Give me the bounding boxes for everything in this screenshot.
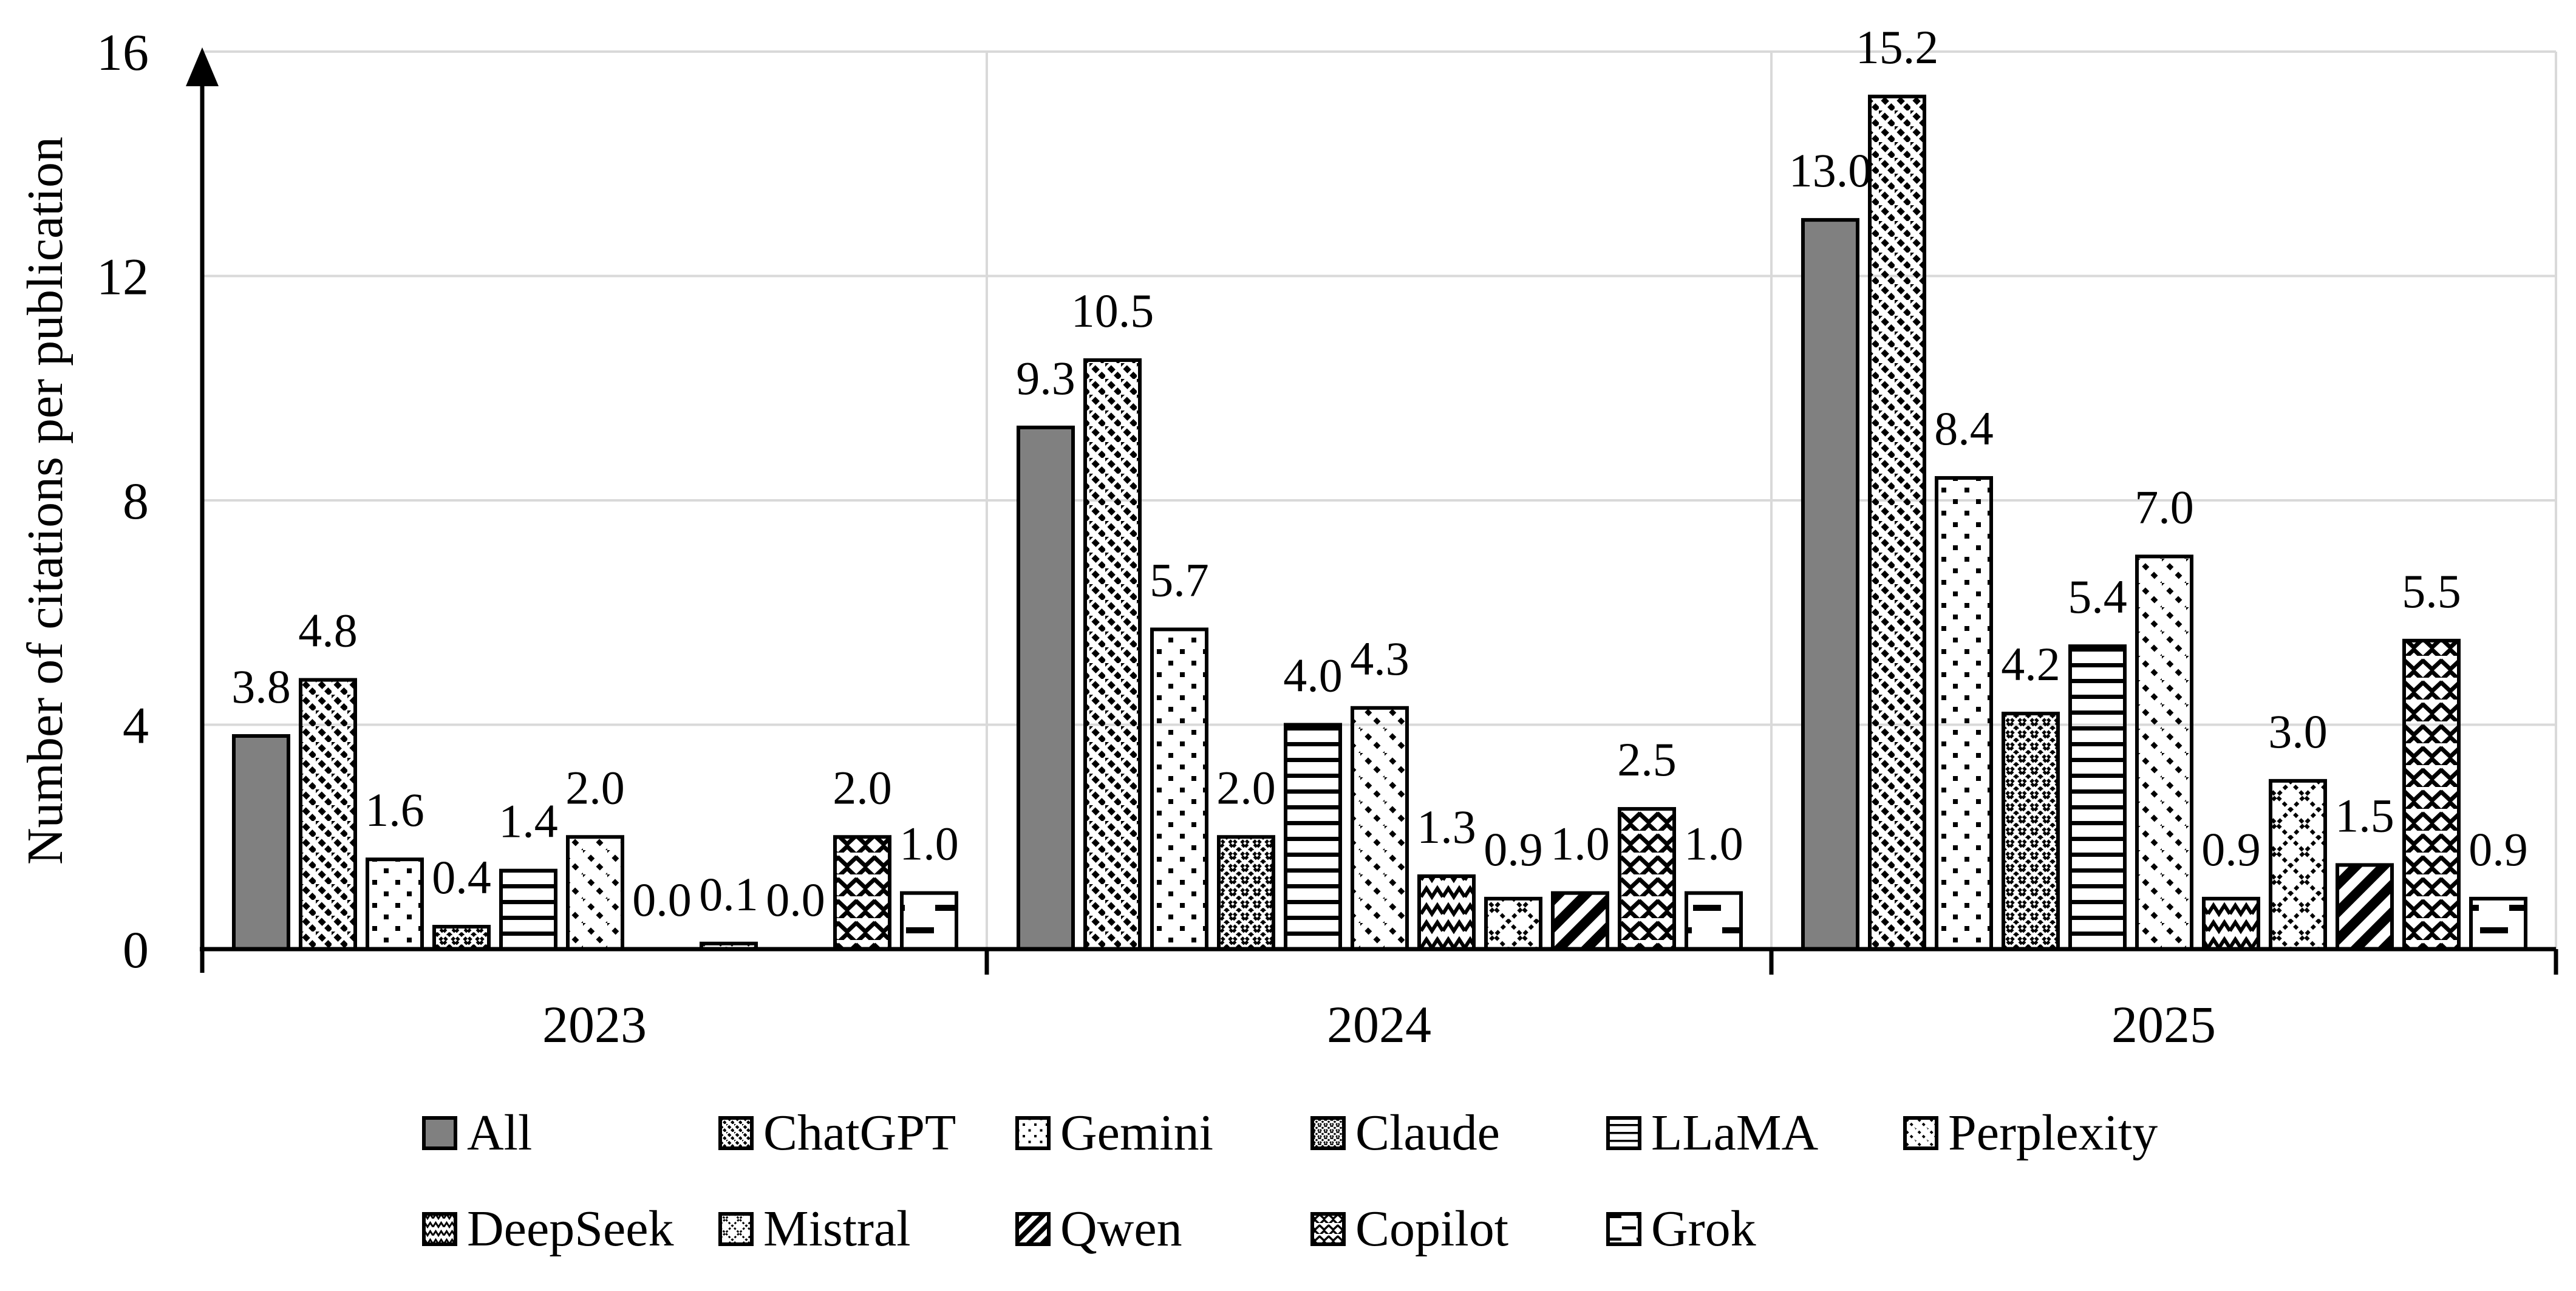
- axis-text: 3.8 9.3 13.0 4.8 10.5 15.2 1.6 5.7 8.4 0.4 2.0 4.2 1…: [97, 21, 2528, 1054]
- value-label-gemini-2024: 5.7: [1150, 553, 1209, 606]
- y-tick-label-12: 12: [97, 248, 149, 306]
- value-label-perplexity-2025: 7.0: [2135, 480, 2194, 533]
- value-label-all-2024: 9.3: [1016, 352, 1075, 404]
- bar-perplexity-2023: [566, 835, 624, 951]
- bar-gemini-2023: [366, 857, 424, 951]
- bar-grok-2025: [2469, 896, 2527, 952]
- bar-chatgpt-2024: [1083, 358, 1142, 951]
- value-label-qwen-2023: 0.0: [766, 873, 825, 926]
- value-label-mistral-2024: 0.9: [1484, 823, 1543, 876]
- value-label-mistral-2023: 0.1: [699, 868, 758, 921]
- y-tick-label-0: 0: [123, 921, 149, 979]
- y-axis-arrow-icon: [186, 47, 219, 86]
- bar-chatgpt-2025: [1868, 94, 1926, 951]
- bar-gemini-2024: [1150, 627, 1208, 951]
- value-label-perplexity-2024: 4.3: [1350, 632, 1409, 685]
- x-category-label-2023: 2023: [542, 995, 647, 1054]
- bar-llama-2024: [1284, 723, 1342, 951]
- bars: [232, 94, 2527, 952]
- value-label-grok-2025: 0.9: [2469, 823, 2528, 876]
- bar-gemini-2025: [1935, 476, 1993, 951]
- bar-all-2025: [1801, 218, 1859, 951]
- bar-grok-2023: [900, 891, 958, 951]
- bar-qwen-2024: [1551, 891, 1609, 951]
- value-label-deepseek-2024: 1.3: [1417, 800, 1476, 853]
- value-label-copilot-2025: 5.5: [2402, 565, 2461, 618]
- value-label-llama-2024: 4.0: [1283, 649, 1343, 702]
- bar-all-2023: [232, 734, 290, 951]
- bar-deepseek-2024: [1417, 874, 1476, 951]
- value-label-mistral-2025: 3.0: [2268, 705, 2328, 758]
- value-label-claude-2025: 4.2: [2001, 638, 2060, 690]
- bar-claude-2024: [1217, 835, 1275, 951]
- bar-deepseek-2025: [2202, 896, 2260, 952]
- axes: [186, 47, 2558, 975]
- value-label-grok-2024: 1.0: [1684, 817, 1743, 870]
- y-tick-label-8: 8: [123, 472, 149, 530]
- value-label-qwen-2024: 1.0: [1550, 817, 1610, 870]
- value-label-gemini-2025: 8.4: [1934, 402, 1994, 455]
- value-label-claude-2024: 2.0: [1216, 761, 1276, 814]
- value-label-all-2023: 3.8: [231, 660, 291, 713]
- y-tick-label-4: 4: [123, 697, 149, 755]
- value-label-qwen-2025: 1.5: [2335, 789, 2394, 842]
- value-label-copilot-2023: 2.0: [833, 761, 892, 814]
- bar-qwen-2025: [2336, 863, 2394, 951]
- bar-claude-2025: [2002, 712, 2060, 952]
- value-label-deepseek-2025: 0.9: [2201, 823, 2261, 876]
- value-label-deepseek-2023: 0.0: [632, 873, 692, 926]
- value-label-claude-2023: 0.4: [432, 851, 491, 904]
- value-label-chatgpt-2024: 10.5: [1071, 284, 1154, 337]
- bar-perplexity-2025: [2135, 554, 2193, 951]
- value-label-llama-2023: 1.4: [499, 795, 558, 848]
- bar-chatgpt-2023: [299, 678, 357, 951]
- x-category-label-2025: 2025: [2111, 995, 2216, 1054]
- value-label-chatgpt-2023: 4.8: [298, 604, 358, 657]
- value-label-llama-2025: 5.4: [2068, 570, 2127, 623]
- value-label-gemini-2023: 1.6: [365, 783, 424, 836]
- bar-claude-2023: [432, 925, 491, 952]
- bar-mistral-2024: [1484, 896, 1542, 952]
- bar-copilot-2023: [833, 835, 891, 951]
- bar-perplexity-2024: [1351, 706, 1409, 951]
- bar-llama-2023: [499, 868, 557, 952]
- value-label-all-2025: 13.0: [1789, 144, 1872, 197]
- x-category-label-2024: 2024: [1327, 995, 1431, 1054]
- value-label-chatgpt-2025: 15.2: [1856, 21, 1939, 73]
- y-tick-label-16: 16: [97, 23, 149, 81]
- bar-copilot-2024: [1618, 807, 1676, 951]
- value-label-copilot-2024: 2.5: [1617, 733, 1677, 786]
- value-label-perplexity-2023: 2.0: [565, 761, 625, 814]
- bar-grok-2024: [1685, 891, 1743, 951]
- bar-all-2024: [1017, 425, 1075, 951]
- bar-llama-2025: [2068, 644, 2127, 952]
- bar-copilot-2025: [2402, 638, 2461, 951]
- value-label-grok-2023: 1.0: [899, 817, 959, 870]
- bar-mistral-2025: [2269, 778, 2327, 951]
